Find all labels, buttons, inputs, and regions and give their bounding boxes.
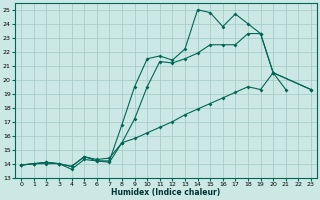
X-axis label: Humidex (Indice chaleur): Humidex (Indice chaleur) xyxy=(111,188,221,197)
